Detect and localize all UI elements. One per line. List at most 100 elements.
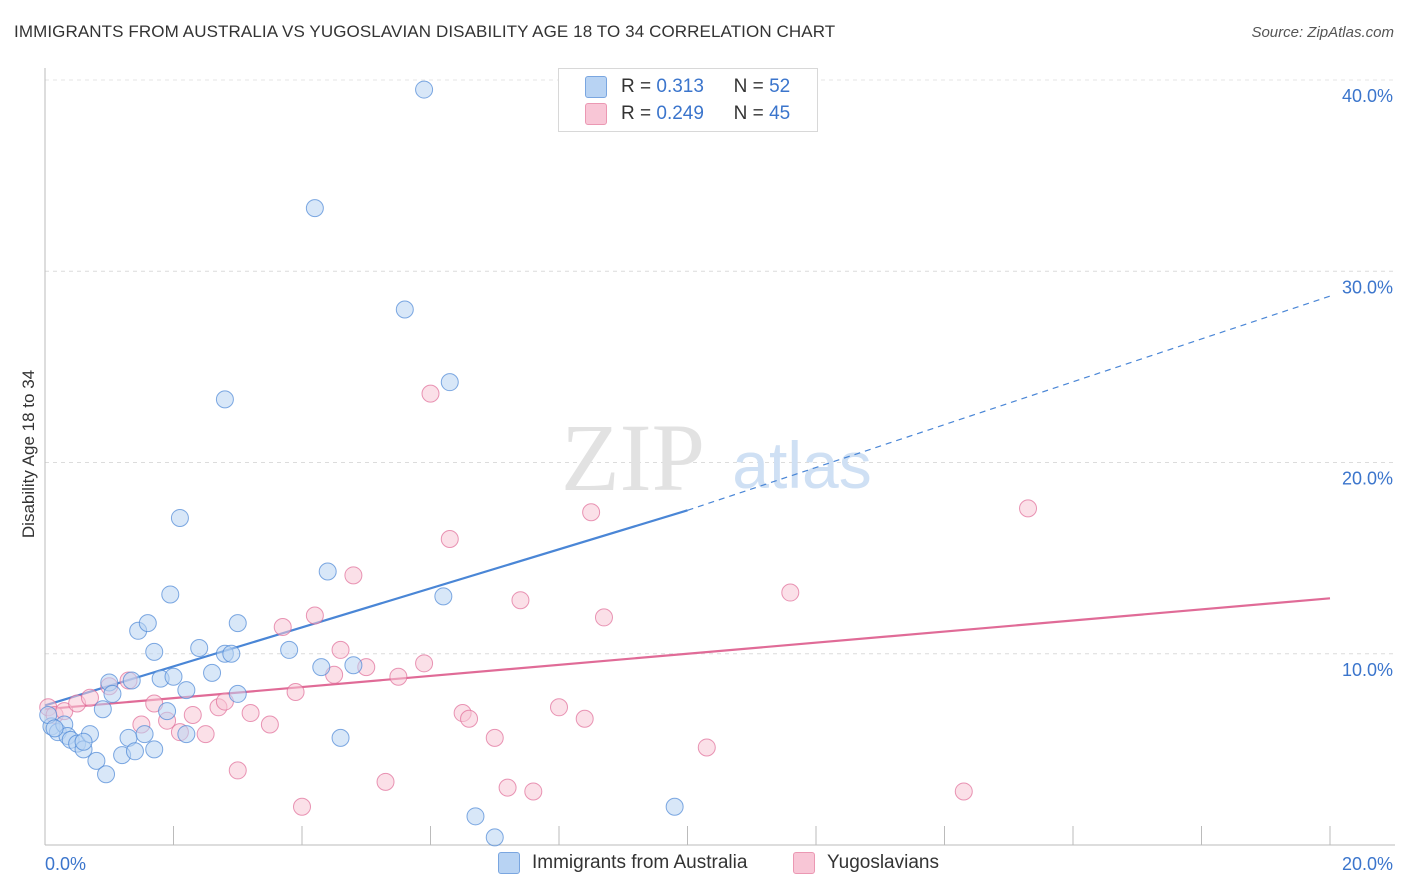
point-australia [145, 740, 164, 759]
y-tick-label: 40.0% [1342, 86, 1393, 106]
legend-n-label: N = [733, 103, 764, 124]
legend-row-australia: R = 0.313 N = 52 [585, 74, 790, 100]
point-yugoslavians [344, 566, 363, 585]
point-australia [103, 684, 122, 703]
trend-line-australia-extension [687, 295, 1331, 511]
point-yugoslavians [228, 761, 247, 780]
point-australia [440, 373, 459, 392]
point-yugoslavians [440, 530, 459, 548]
point-yugoslavians [460, 709, 479, 728]
bottom-legend-swatch-australia [498, 852, 520, 874]
point-yugoslavians [389, 667, 408, 686]
point-yugoslavians [376, 772, 395, 791]
point-yugoslavians [575, 709, 594, 728]
watermark-atlas: atlas [732, 428, 871, 502]
point-australia [665, 797, 684, 816]
point-australia [158, 702, 177, 721]
legend-n-value-yugoslavians: 45 [769, 103, 791, 124]
point-yugoslavians [1019, 499, 1038, 518]
legend-swatch-yugoslavians [585, 103, 607, 125]
point-yugoslavians [331, 640, 350, 659]
point-australia [312, 658, 331, 677]
point-australia [222, 644, 241, 663]
point-australia [125, 742, 144, 761]
correlation-legend: R = 0.313 N = 52 R = 0.249 N = 45 [558, 68, 818, 132]
point-australia [145, 642, 164, 661]
point-australia [87, 751, 106, 770]
point-yugoslavians [511, 591, 530, 610]
point-australia [331, 728, 350, 747]
legend-n-value-australia: 52 [769, 76, 791, 97]
point-australia [228, 684, 247, 703]
point-australia [280, 640, 299, 659]
bottom-legend-swatch-yugoslavians [793, 852, 815, 874]
point-australia [170, 508, 189, 527]
point-yugoslavians [286, 683, 305, 701]
point-yugoslavians [954, 782, 973, 801]
legend-n-label: N = [733, 76, 764, 97]
point-yugoslavians [697, 738, 716, 757]
chart-title: IMMIGRANTS FROM AUSTRALIA VS YUGOSLAVIAN… [14, 22, 836, 41]
point-australia [318, 562, 337, 581]
x-tick-label: 20.0% [1342, 854, 1393, 874]
point-australia [177, 681, 196, 700]
trend-line-yugoslavians [44, 597, 1331, 711]
point-australia [93, 700, 112, 719]
point-yugoslavians [485, 728, 504, 747]
point-yugoslavians [80, 688, 99, 707]
point-yugoslavians [524, 782, 543, 801]
point-yugoslavians [498, 778, 517, 797]
point-australia [164, 667, 183, 686]
point-yugoslavians [260, 715, 279, 734]
legend-row-yugoslavians: R = 0.249 N = 45 [585, 101, 790, 127]
legend-r-label: R = [621, 103, 652, 124]
source-label: Source: ZipAtlas.com [1251, 24, 1394, 41]
point-australia [305, 199, 324, 218]
bottom-legend-yugoslavians: Yugoslavians [793, 852, 939, 874]
point-yugoslavians [273, 617, 292, 636]
point-yugoslavians [305, 606, 324, 625]
point-australia [485, 828, 504, 847]
point-yugoslavians [594, 608, 613, 627]
trend-line-australia [44, 509, 688, 707]
y-tick-label: 30.0% [1342, 277, 1393, 297]
legend-r-value-australia: 0.313 [656, 76, 704, 97]
legend-swatch-australia [585, 76, 607, 98]
point-australia [177, 725, 196, 744]
point-australia [215, 390, 234, 409]
legend-r-label: R = [621, 76, 652, 97]
bottom-legend-label-australia: Immigrants from Australia [532, 852, 748, 873]
point-australia [97, 765, 116, 784]
point-australia [395, 300, 414, 319]
point-yugoslavians [415, 654, 434, 673]
bottom-legend-label-yugoslavians: Yugoslavians [827, 852, 939, 873]
point-australia [344, 656, 363, 675]
point-australia [161, 585, 180, 604]
y-tick-label: 20.0% [1342, 469, 1393, 489]
watermark-zip: ZIP [561, 404, 705, 511]
point-yugoslavians [241, 704, 260, 723]
point-yugoslavians [196, 725, 215, 744]
point-australia [135, 725, 154, 744]
point-yugoslavians [183, 705, 202, 724]
point-australia [203, 663, 222, 682]
point-australia [190, 639, 209, 658]
point-australia [74, 732, 93, 751]
point-australia [122, 671, 141, 690]
point-yugoslavians [781, 583, 800, 602]
point-australia [45, 719, 64, 738]
legend-r-value-yugoslavians: 0.249 [656, 103, 704, 124]
x-tick-label: 0.0% [45, 854, 86, 874]
point-australia [138, 614, 157, 633]
point-australia [415, 80, 434, 99]
point-yugoslavians [293, 797, 311, 816]
point-yugoslavians [582, 503, 601, 522]
point-australia [228, 614, 247, 633]
point-yugoslavians [550, 698, 568, 717]
y-axis-label: Disability Age 18 to 34 [19, 369, 38, 539]
point-australia [466, 807, 485, 826]
bottom-legend-australia: Immigrants from Australia [498, 852, 747, 874]
y-tick-label: 10.0% [1342, 660, 1393, 680]
point-yugoslavians [421, 384, 440, 403]
